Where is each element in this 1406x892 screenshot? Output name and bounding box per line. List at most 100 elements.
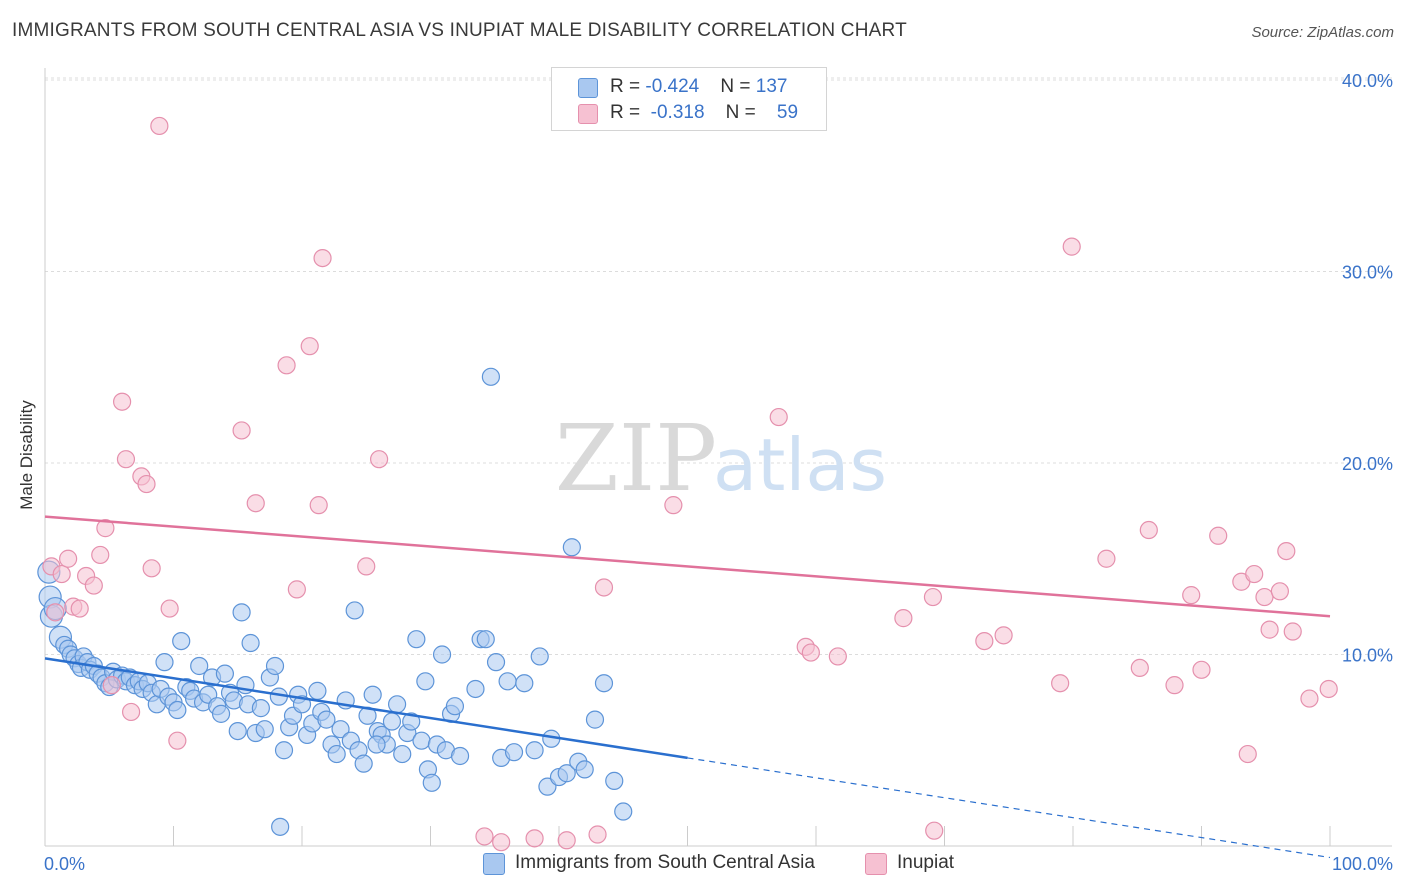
point-south-central-asia xyxy=(190,656,209,676)
point-south-central-asia xyxy=(168,700,187,720)
bottom-legend-swatch-blue xyxy=(483,853,505,875)
point-inupiat xyxy=(84,576,103,595)
point-south-central-asia xyxy=(515,674,534,693)
watermark: ZIP atlas xyxy=(555,405,887,512)
point-inupiat xyxy=(492,833,511,852)
point-inupiat xyxy=(1270,582,1289,601)
point-south-central-asia xyxy=(382,712,402,731)
point-inupiat xyxy=(313,248,332,268)
point-inupiat xyxy=(923,587,943,607)
point-inupiat xyxy=(59,549,78,568)
point-south-central-asia xyxy=(393,744,412,764)
trend-layer xyxy=(44,515,1331,859)
legend-n-label-1: N = xyxy=(720,76,756,97)
point-south-central-asia xyxy=(232,603,251,622)
point-inupiat xyxy=(664,496,683,515)
point-inupiat xyxy=(525,829,544,848)
point-south-central-asia xyxy=(432,645,452,664)
point-inupiat xyxy=(1277,541,1296,561)
point-south-central-asia xyxy=(422,773,441,792)
point-south-central-asia xyxy=(251,699,270,718)
point-inupiat xyxy=(46,603,65,622)
point-south-central-asia xyxy=(605,771,624,790)
point-inupiat xyxy=(894,609,913,628)
point-south-central-asia xyxy=(255,720,274,739)
legend-swatch-pink xyxy=(578,104,598,124)
x-tick-label-min: 0.0% xyxy=(44,854,85,874)
source-label: Source: ZipAtlas.com xyxy=(1251,24,1394,41)
point-south-central-asia xyxy=(271,817,290,836)
point-south-central-asia xyxy=(450,746,470,766)
point-inupiat xyxy=(287,580,306,599)
chart-title: IMMIGRANTS FROM SOUTH CENTRAL ASIA VS IN… xyxy=(12,20,907,41)
point-inupiat xyxy=(1238,744,1257,764)
point-south-central-asia xyxy=(155,653,174,672)
point-inupiat xyxy=(70,599,89,618)
point-inupiat xyxy=(994,626,1013,645)
legend-n-value-2: 59 xyxy=(776,102,799,123)
point-south-central-asia xyxy=(331,720,350,739)
point-south-central-asia xyxy=(466,679,485,699)
point-inupiat xyxy=(116,450,136,469)
point-inupiat xyxy=(232,421,251,440)
watermark-atlas: atlas xyxy=(713,423,887,507)
legend-swatch-blue xyxy=(578,78,598,98)
point-inupiat xyxy=(1051,674,1070,693)
trend-line-south-central-asia xyxy=(44,657,688,760)
watermark-zip: ZIP xyxy=(555,405,717,512)
trend-line-extension-south-central-asia xyxy=(687,757,1331,859)
y-axis-label: Male Disability xyxy=(17,400,36,510)
point-inupiat xyxy=(137,474,156,494)
point-south-central-asia xyxy=(367,735,386,754)
point-inupiat xyxy=(594,578,614,597)
point-south-central-asia xyxy=(228,721,247,741)
point-inupiat xyxy=(1319,679,1338,699)
legend-r-label-2: R = xyxy=(610,102,646,123)
point-south-central-asia xyxy=(345,601,364,620)
point-inupiat xyxy=(1062,237,1081,256)
point-south-central-asia xyxy=(476,630,495,649)
point-south-central-asia xyxy=(407,630,426,649)
point-south-central-asia xyxy=(575,760,594,779)
point-inupiat xyxy=(309,496,328,515)
y-tick-label: 40.0% xyxy=(1342,71,1393,91)
bottom-legend-swatch-pink xyxy=(865,853,887,875)
point-south-central-asia xyxy=(594,674,614,693)
point-south-central-asia xyxy=(265,656,285,676)
point-inupiat xyxy=(277,356,296,375)
point-inupiat xyxy=(1130,658,1149,678)
point-inupiat xyxy=(112,392,132,411)
correlation-legend: R = -0.424 N = 137 R = -0.318 N = 59 xyxy=(551,67,827,131)
point-inupiat xyxy=(121,702,141,722)
point-inupiat xyxy=(925,821,944,840)
point-inupiat xyxy=(1192,660,1211,679)
legend-r-value-2: -0.318 xyxy=(650,102,705,123)
point-south-central-asia xyxy=(445,697,465,716)
point-south-central-asia xyxy=(308,681,327,700)
point-inupiat xyxy=(96,519,115,538)
point-south-central-asia xyxy=(363,685,382,704)
point-south-central-asia xyxy=(530,647,549,666)
legend-r-value-1: -0.424 xyxy=(645,76,700,97)
point-south-central-asia xyxy=(585,710,605,729)
axis-layer: 10.0% 20.0% 30.0% 40.0% 0.0% 100.0% xyxy=(44,68,1393,874)
point-inupiat xyxy=(357,557,376,576)
point-inupiat xyxy=(160,599,179,618)
point-inupiat xyxy=(142,559,161,578)
point-inupiat xyxy=(1255,587,1274,607)
x-tick-label-max: 100.0% xyxy=(1332,854,1393,874)
point-south-central-asia xyxy=(525,741,544,760)
point-south-central-asia xyxy=(614,802,633,821)
trend-line-inupiat xyxy=(44,515,1331,618)
legend-r-label-1: R = xyxy=(610,76,646,97)
point-south-central-asia xyxy=(562,538,581,557)
point-inupiat xyxy=(300,337,319,356)
point-south-central-asia xyxy=(274,741,294,760)
point-south-central-asia xyxy=(557,764,576,783)
point-inupiat xyxy=(1165,676,1184,695)
point-inupiat xyxy=(168,731,187,750)
point-inupiat xyxy=(1097,549,1116,568)
point-south-central-asia xyxy=(416,672,435,691)
point-south-central-asia xyxy=(504,743,524,762)
